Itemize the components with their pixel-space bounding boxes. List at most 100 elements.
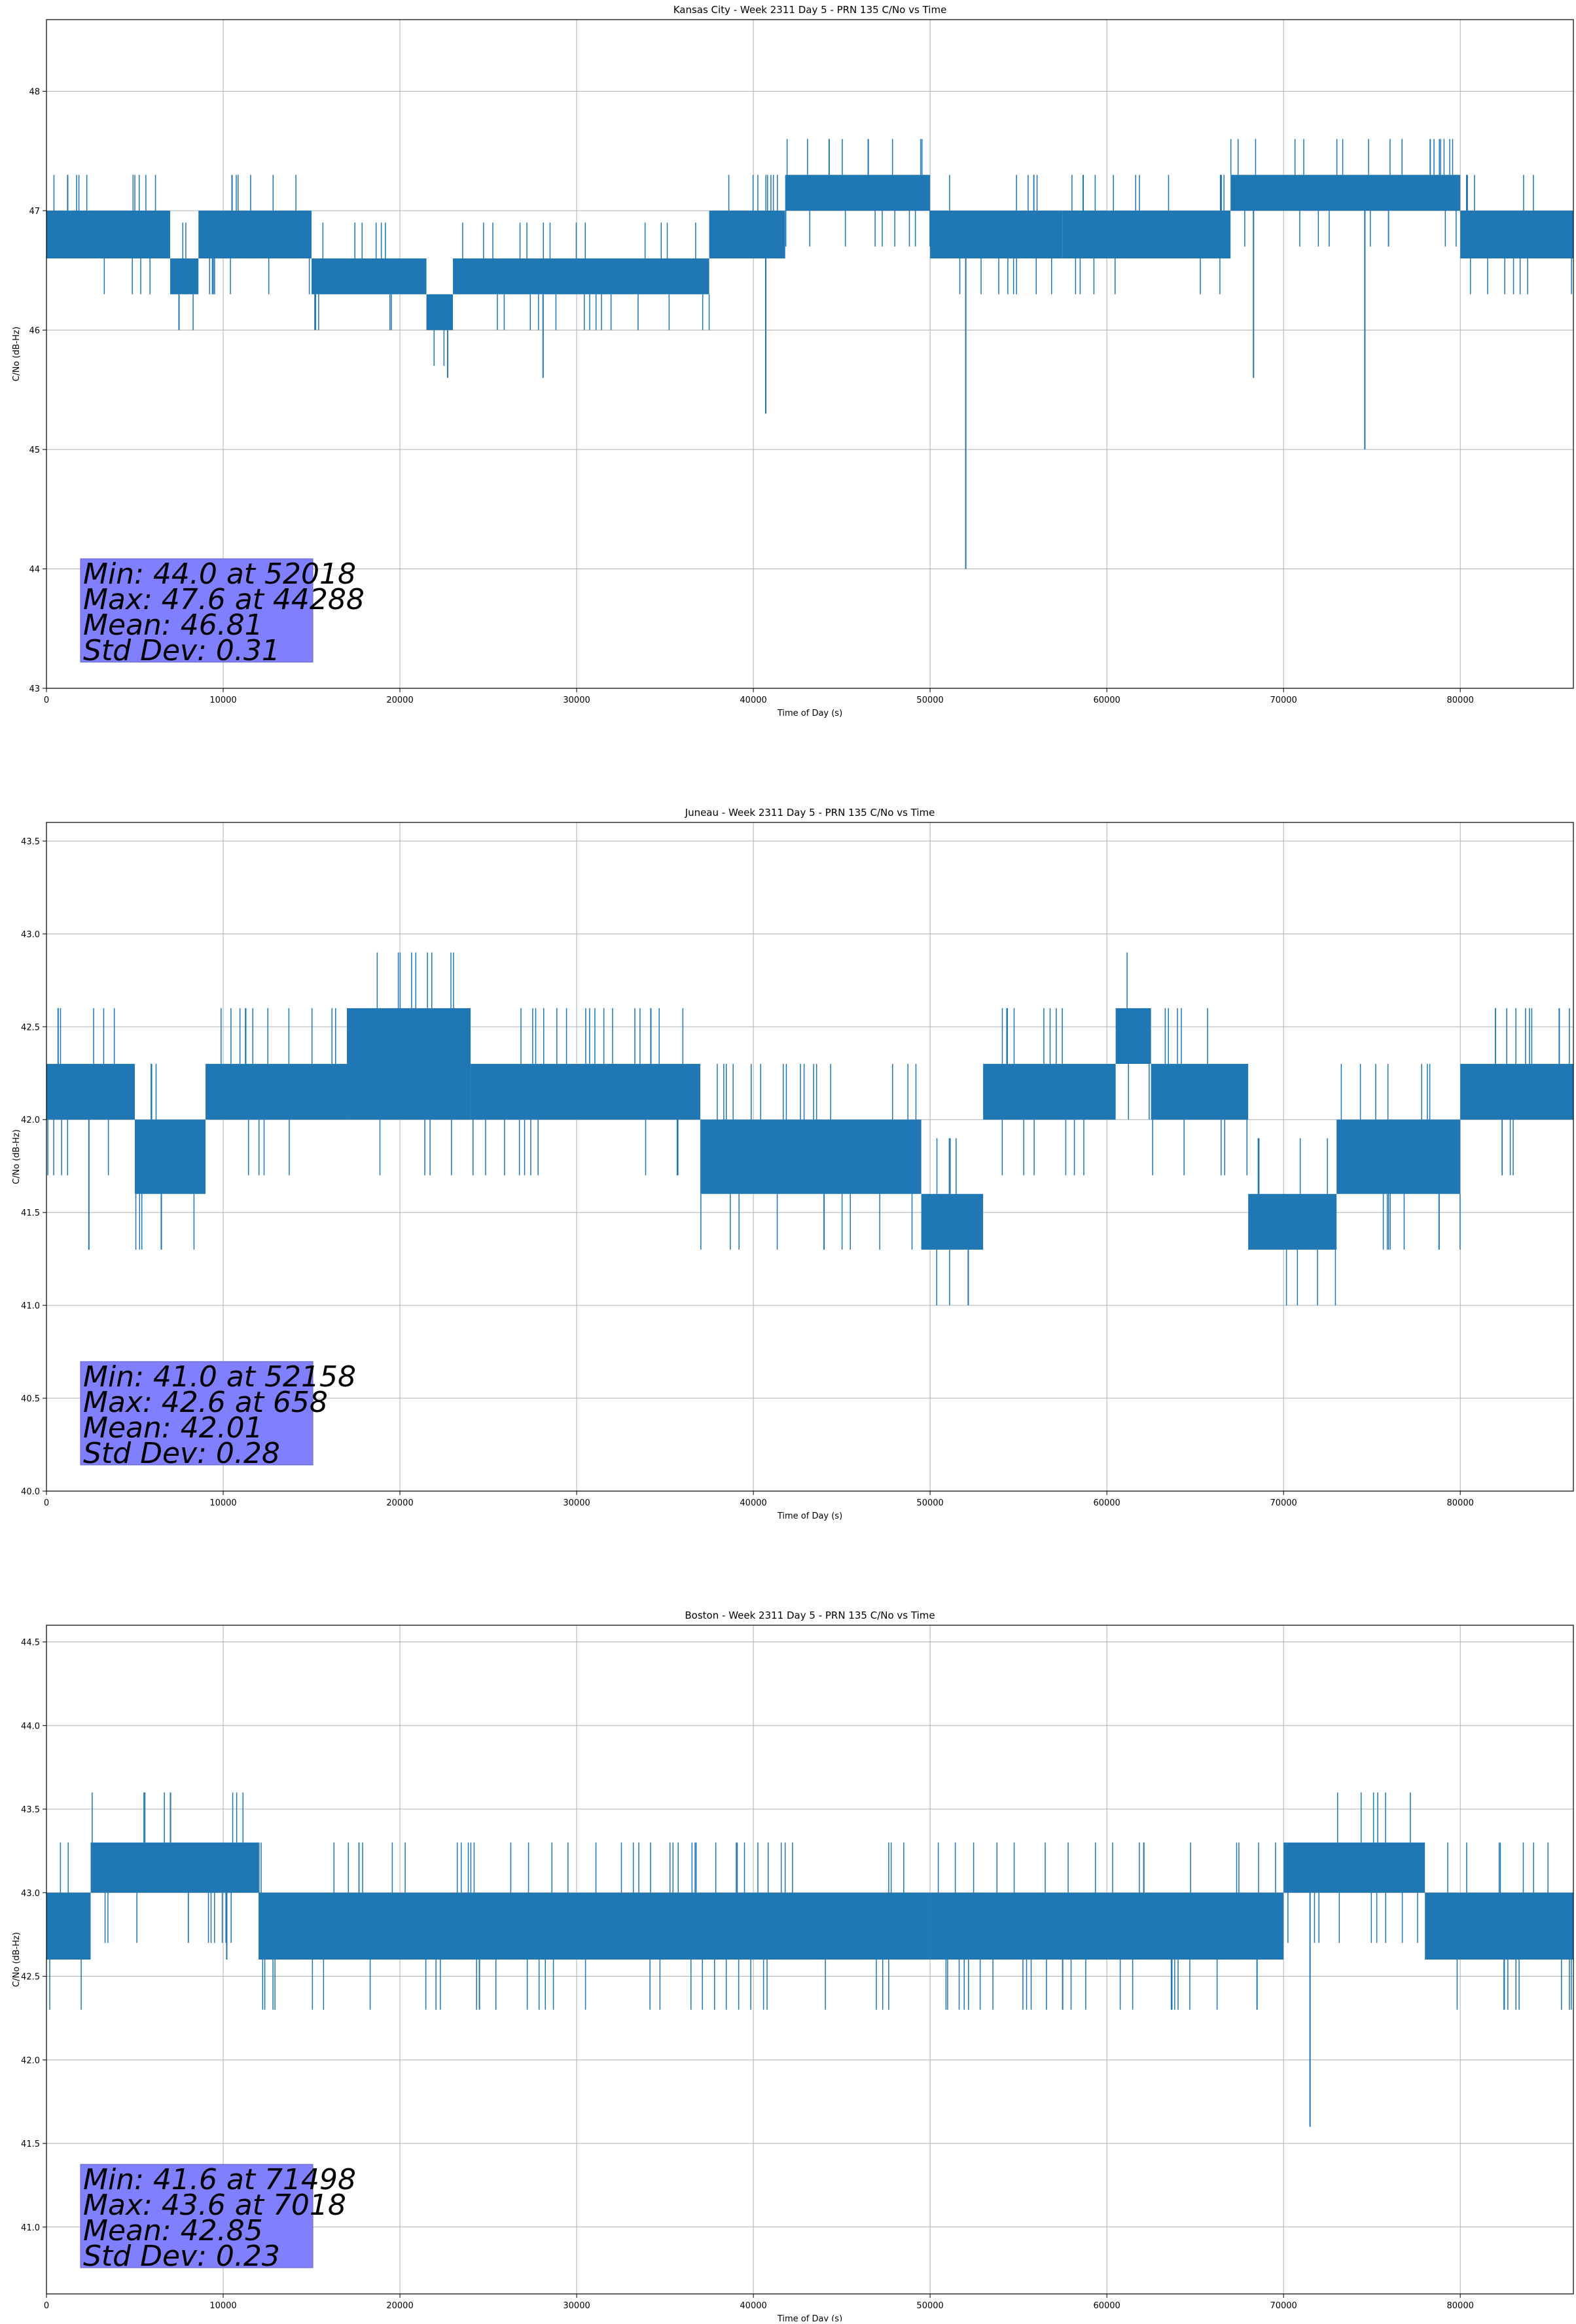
x-tick-label: 70000 (1270, 2301, 1297, 2311)
stats-line: Mean: 42.01 (83, 1411, 263, 1445)
y-tick-label: 42.0 (21, 1116, 40, 1125)
stats-line: Mean: 42.85 (83, 2214, 263, 2247)
chart-title: Juneau - Week 2311 Day 5 - PRN 135 C/No … (685, 807, 935, 819)
x-tick-label: 0 (44, 695, 49, 705)
axes-frame (46, 1625, 1574, 2295)
x-tick-label: 20000 (386, 695, 413, 705)
chart-panel-1: 0 10000 20000 30000 40000 50000 60000 70000 8000… (12, 4, 1574, 718)
chart-panel-2: 0 10000 20000 30000 40000 50000 60000 70000 8000… (12, 807, 1574, 1521)
y-tick-label: 40.0 (21, 1487, 40, 1497)
y-tick-label: 41.5 (21, 1208, 40, 1218)
x-tick-label: 40000 (740, 2301, 766, 2311)
y-tick-label: 41.0 (21, 1301, 40, 1311)
cno-band (453, 258, 577, 294)
stats-line: Min: 41.0 at 52158 (83, 1360, 356, 1394)
x-tick-label: 20000 (386, 2301, 413, 2311)
cno-band (930, 1892, 1284, 1960)
chart-title: Kansas City - Week 2311 Day 5 - PRN 135 … (673, 4, 947, 16)
x-axis-label: Time of Day (s) (777, 709, 842, 718)
cno-band (1230, 175, 1461, 211)
x-tick-label: 0 (44, 1498, 49, 1508)
cno-band (206, 1064, 348, 1120)
cno-band (1425, 1892, 1573, 1960)
cno-band (700, 1119, 922, 1194)
axes-frame (46, 822, 1574, 1492)
x-tick-label: 30000 (563, 695, 590, 705)
x-tick-label: 40000 (740, 695, 766, 705)
series-cno (46, 952, 1573, 1306)
x-tick-label: 60000 (1093, 2301, 1120, 2311)
cno-band (921, 1193, 984, 1250)
series-cno (46, 139, 1573, 569)
cno-band (709, 211, 785, 258)
stats-line: Mean: 46.81 (83, 608, 263, 642)
stats-box (80, 558, 313, 663)
cno-band (577, 258, 709, 294)
cno-band (471, 1064, 701, 1120)
cno-band (1283, 1842, 1425, 1893)
stats-line: Max: 42.6 at 658 (83, 1386, 328, 1419)
y-tick-label: 42.5 (21, 1973, 40, 1982)
cno-band (46, 211, 171, 258)
stats-box (80, 1361, 313, 1466)
x-axis-label: Time of Day (s) (777, 2314, 842, 2321)
x-tick-label: 0 (44, 2301, 49, 2311)
stats-line: Max: 43.6 at 7018 (83, 2189, 346, 2222)
y-tick-label: 44 (29, 565, 40, 575)
y-tick-label: 43.0 (21, 930, 40, 940)
stats-line: Max: 47.6 at 44288 (83, 583, 365, 616)
x-tick-label: 50000 (916, 1498, 943, 1508)
x-tick-label: 50000 (916, 2301, 943, 2311)
x-tick-label: 50000 (916, 695, 943, 705)
x-tick-label: 30000 (563, 1498, 590, 1508)
y-tick-label: 42.0 (21, 2056, 40, 2066)
x-axis-label: Time of Day (s) (777, 1511, 842, 1521)
cno-band (1336, 1119, 1461, 1194)
x-tick-label: 10000 (209, 695, 236, 705)
x-tick-label: 80000 (1447, 695, 1474, 705)
y-tick-label: 43.5 (21, 1805, 40, 1815)
y-tick-label: 43 (29, 684, 40, 694)
x-tick-label: 30000 (563, 2301, 590, 2311)
y-tick-label: 41.5 (21, 2139, 40, 2149)
y-tick-label: 40.5 (21, 1394, 40, 1404)
cno-band (170, 258, 199, 294)
stats-line: Std Dev: 0.28 (83, 1437, 280, 1470)
cno-band (46, 1064, 135, 1120)
stats-box (80, 2164, 313, 2268)
cno-band (259, 1892, 577, 1960)
cno-band (1460, 1064, 1573, 1120)
chart-panel-3: 0 10000 20000 30000 40000 50000 60000 70000 8000… (12, 1610, 1574, 2324)
cno-band (930, 211, 1063, 258)
cno-band (1115, 1008, 1151, 1065)
series-cno (46, 1792, 1573, 2127)
y-axis-label: C/No (dB-Hz) (12, 326, 22, 381)
y-tick-label: 42.5 (21, 1023, 40, 1032)
y-tick-label: 47 (29, 207, 40, 217)
y-tick-label: 44.0 (21, 1721, 40, 1731)
y-tick-label: 46 (29, 326, 40, 336)
cno-band (1248, 1193, 1337, 1250)
cno-band (46, 1892, 91, 1960)
cno-band (198, 211, 312, 258)
x-tick-label: 80000 (1447, 1498, 1474, 1508)
cno-band (983, 1064, 1116, 1120)
cno-band (1151, 1064, 1249, 1120)
x-tick-label: 70000 (1270, 1498, 1297, 1508)
y-axis-label: C/No (dB-Hz) (12, 1932, 22, 1987)
cno-band (347, 1008, 471, 1120)
x-tick-label: 10000 (209, 2301, 236, 2311)
cno-band (135, 1119, 206, 1194)
cno-band (90, 1842, 259, 1893)
cno-band (1062, 211, 1231, 258)
cno-band (1460, 211, 1573, 258)
cno-band (426, 294, 454, 330)
y-tick-label: 44.5 (21, 1638, 40, 1648)
cno-band (312, 258, 427, 294)
y-axis-label: C/No (dB-Hz) (12, 1129, 22, 1184)
y-tick-label: 41.0 (21, 2223, 40, 2233)
y-tick-label: 48 (29, 88, 40, 97)
stats-line: Min: 44.0 at 52018 (83, 557, 356, 591)
x-tick-label: 60000 (1093, 695, 1120, 705)
